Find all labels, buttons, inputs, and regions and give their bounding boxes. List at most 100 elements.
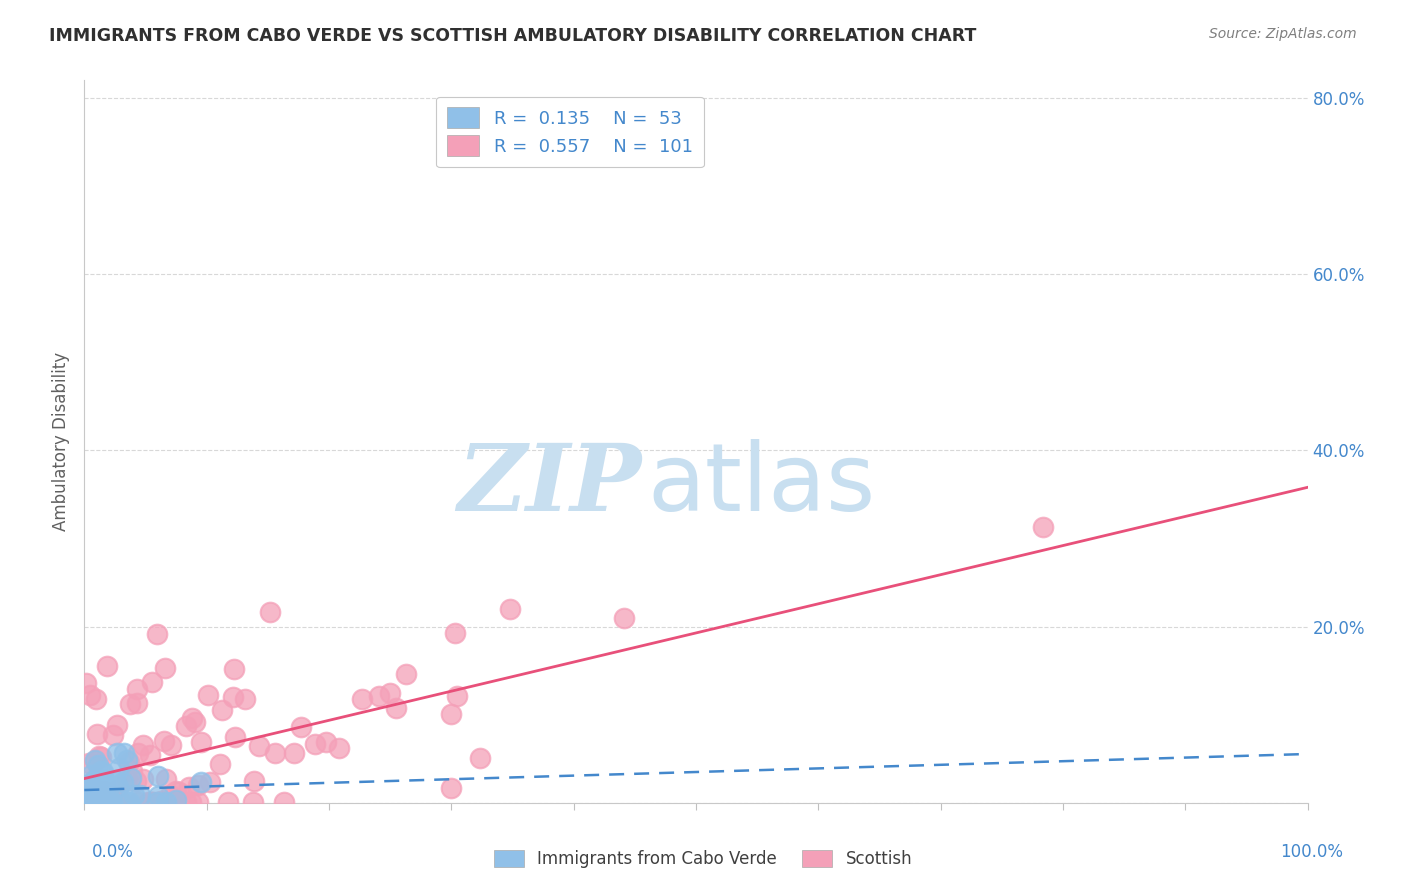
Point	[82, 795, 104, 809]
Point	[79, 789, 101, 804]
Point	[233, 691, 256, 706]
Point	[87, 795, 110, 809]
Point	[77, 756, 100, 770]
Point	[612, 611, 634, 625]
Point	[115, 753, 138, 767]
Point	[110, 795, 132, 809]
Point	[446, 690, 468, 704]
Point	[90, 750, 112, 764]
Point	[209, 757, 232, 772]
Point	[165, 784, 187, 798]
Point	[224, 662, 246, 676]
Point	[108, 761, 131, 775]
Legend: R =  0.135    N =  53, R =  0.557    N =  101: R = 0.135 N = 53, R = 0.557 N = 101	[436, 96, 703, 167]
Point	[75, 676, 97, 690]
Point	[190, 735, 212, 749]
Point	[153, 660, 176, 674]
Point	[290, 721, 312, 735]
Point	[114, 795, 136, 809]
Point	[94, 795, 117, 809]
Point	[93, 784, 115, 798]
Point	[105, 783, 128, 797]
Point	[165, 793, 187, 807]
Point	[112, 774, 135, 789]
Point	[242, 795, 264, 809]
Point	[89, 748, 111, 763]
Point	[125, 682, 148, 697]
Point	[76, 788, 98, 802]
Point	[160, 738, 183, 752]
Point	[75, 795, 97, 809]
Point	[90, 795, 112, 809]
Point	[79, 689, 101, 703]
Point	[120, 772, 142, 786]
Point	[155, 795, 177, 809]
Point	[247, 739, 270, 753]
Point	[105, 795, 128, 809]
Point	[87, 758, 110, 772]
Point	[440, 707, 463, 722]
Point	[97, 787, 120, 801]
Point	[83, 754, 105, 768]
Point	[77, 791, 100, 805]
Point	[132, 772, 155, 786]
Point	[75, 795, 97, 809]
Point	[82, 795, 104, 809]
Text: Source: ZipAtlas.com: Source: ZipAtlas.com	[1209, 27, 1357, 41]
Point	[101, 795, 124, 809]
Point	[177, 780, 200, 794]
Point	[139, 748, 162, 763]
Point	[90, 781, 112, 796]
Point	[84, 780, 107, 794]
Point	[328, 741, 350, 756]
Point	[96, 795, 118, 809]
Point	[155, 772, 177, 786]
Point	[96, 658, 118, 673]
Point	[350, 692, 373, 706]
Point	[395, 666, 418, 681]
Point	[368, 689, 391, 703]
Point	[149, 795, 172, 809]
Point	[187, 795, 209, 809]
Text: IMMIGRANTS FROM CABO VERDE VS SCOTTISH AMBULATORY DISABILITY CORRELATION CHART: IMMIGRANTS FROM CABO VERDE VS SCOTTISH A…	[49, 27, 977, 45]
Point	[440, 780, 463, 795]
Point	[181, 710, 204, 724]
Point	[97, 795, 120, 809]
Point	[283, 746, 305, 760]
Point	[141, 674, 163, 689]
Point	[91, 764, 114, 779]
Point	[94, 795, 117, 809]
Point	[80, 795, 103, 809]
Point	[304, 737, 326, 751]
Point	[159, 788, 181, 802]
Point	[127, 746, 149, 760]
Point	[180, 795, 202, 809]
Point	[93, 783, 115, 797]
Point	[380, 686, 402, 700]
Point	[127, 696, 149, 710]
Point	[105, 746, 128, 760]
Point	[115, 773, 138, 788]
Point	[83, 772, 105, 787]
Point	[90, 764, 112, 779]
Legend: Immigrants from Cabo Verde, Scottish: Immigrants from Cabo Verde, Scottish	[488, 843, 918, 875]
Text: atlas: atlas	[647, 439, 876, 531]
Text: 0.0%: 0.0%	[91, 843, 134, 861]
Point	[105, 791, 128, 805]
Point	[77, 795, 100, 809]
Point	[146, 795, 169, 809]
Point	[136, 795, 159, 809]
Point	[107, 780, 129, 794]
Point	[273, 795, 295, 809]
Point	[87, 795, 110, 809]
Point	[385, 701, 408, 715]
Point	[184, 714, 207, 729]
Point	[197, 688, 219, 702]
Point	[211, 702, 233, 716]
Point	[86, 692, 108, 706]
Point	[103, 728, 125, 742]
Point	[146, 768, 169, 782]
Point	[91, 790, 114, 805]
Point	[100, 795, 122, 809]
Point	[259, 605, 281, 619]
